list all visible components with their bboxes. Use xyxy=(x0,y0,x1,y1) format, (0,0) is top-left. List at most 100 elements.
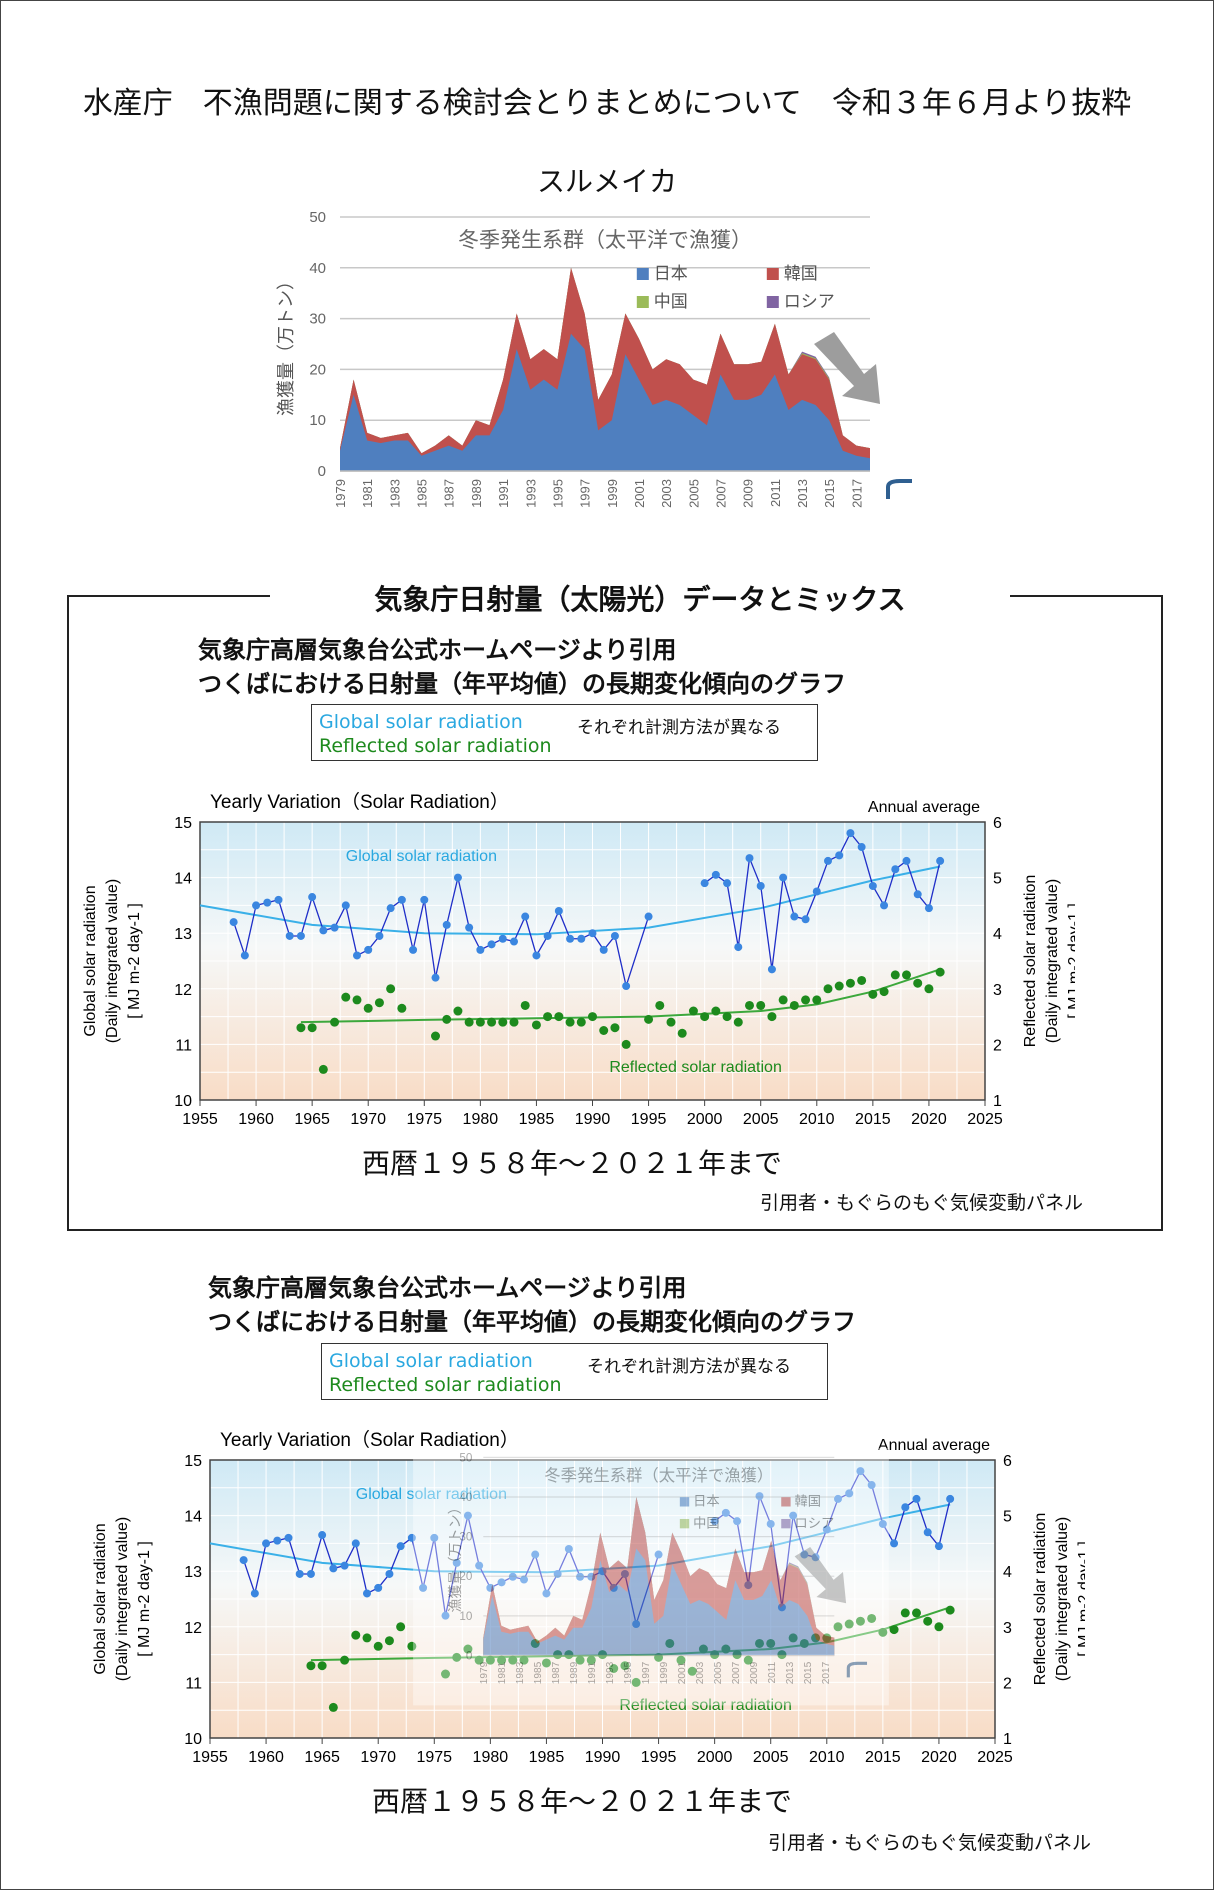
x-tick-label: 1955 xyxy=(182,1111,218,1128)
fish-y-tick-label: 40 xyxy=(459,1491,473,1504)
fish-x-tick-label: 2001 xyxy=(677,1661,688,1684)
corner-bracket-icon xyxy=(886,479,912,499)
global-data-point xyxy=(340,1561,349,1570)
y2-tick-label: 2 xyxy=(1003,1675,1012,1692)
reflected-data-point xyxy=(609,1664,619,1673)
global-series-line xyxy=(704,831,941,970)
y2-tick-label: 5 xyxy=(993,871,1002,888)
reflected-data-point xyxy=(913,978,923,988)
reflected-data-point xyxy=(397,1003,407,1013)
fish-y-tick-label: 10 xyxy=(459,1610,473,1623)
global-data-point xyxy=(711,870,720,879)
fish-x-tick-label: 1997 xyxy=(578,479,593,508)
legend-global: Global solar radiation xyxy=(319,711,523,733)
global-data-point xyxy=(891,865,900,874)
fish-legend-swatch xyxy=(679,1518,690,1529)
fish-chart-title: 冬季発生系群（太平洋で漁獲） xyxy=(544,1467,773,1485)
global-data-point xyxy=(767,965,776,974)
reflected-data-point xyxy=(362,1633,372,1643)
fish-x-tick-label: 1987 xyxy=(442,479,457,508)
global-data-point xyxy=(542,1589,551,1598)
reflected-data-point xyxy=(296,1023,306,1033)
reflected-data-point xyxy=(351,1630,361,1640)
fish-y-tick-label: 0 xyxy=(318,463,326,480)
global-data-point xyxy=(465,923,474,932)
fish-x-tick-label: 1979 xyxy=(479,1661,490,1684)
global-data-point xyxy=(733,1517,742,1526)
global-data-point xyxy=(409,945,418,954)
fish-legend-label: 日本 xyxy=(693,1494,720,1509)
global-data-point xyxy=(755,1492,764,1501)
global-data-point xyxy=(531,1550,540,1559)
global-data-point xyxy=(263,898,272,907)
x-tick-label: 1970 xyxy=(360,1749,396,1766)
reflected-series-label: Reflected solar radiation xyxy=(619,1697,792,1714)
annual-average-label: Annual average xyxy=(868,799,980,816)
y-tick-label: 14 xyxy=(184,1509,202,1526)
fish-y-axis-label: 漁獲量（万トン） xyxy=(447,1500,463,1612)
global-series-line xyxy=(714,1469,951,1608)
fish-y-tick-label: 20 xyxy=(459,1570,473,1583)
fish-x-tick-label: 1995 xyxy=(550,479,565,508)
mix-legend-box: Global solar radiation Reflected solar r… xyxy=(321,1343,828,1400)
global-data-point xyxy=(229,918,238,927)
section-title: 気象庁日射量（太陽光）データとミックス xyxy=(270,578,1010,618)
x-tick-label: 1960 xyxy=(238,1111,274,1128)
reflected-data-point xyxy=(902,970,911,980)
global-data-point xyxy=(554,906,563,915)
reflected-data-point xyxy=(318,1064,328,1074)
global-data-point xyxy=(745,854,754,863)
fish-x-tick-label: 1993 xyxy=(523,479,538,508)
global-data-point xyxy=(789,1511,798,1520)
y-tick-label: 13 xyxy=(184,1564,202,1581)
global-data-point xyxy=(452,1558,461,1567)
global-data-point xyxy=(912,1494,921,1503)
x-tick-label: 2000 xyxy=(687,1111,723,1128)
fish-area-日本 xyxy=(340,333,870,471)
global-data-point xyxy=(250,1589,259,1598)
chart-label: スルメイカ xyxy=(536,165,677,198)
global-data-point xyxy=(577,934,586,943)
y2-tick-label: 3 xyxy=(993,982,1002,999)
fish-legend-label: ロシア xyxy=(784,292,835,311)
fish-x-tick-label: 2011 xyxy=(767,1661,778,1683)
fish-x-tick-label: 2001 xyxy=(632,479,647,508)
mix-subtitle-line2: つくばにおける日射量（年平均値）の長期変化傾向のグラフ xyxy=(208,1308,856,1336)
reflected-data-point xyxy=(844,1619,854,1629)
global-data-point xyxy=(397,895,406,904)
x-tick-label: 2025 xyxy=(977,1749,1013,1766)
fish-x-tick-label: 2015 xyxy=(822,479,837,508)
reflected-data-point xyxy=(306,1661,316,1671)
global-data-point xyxy=(857,843,866,852)
y2-tick-label: 6 xyxy=(993,815,1002,832)
x-tick-label: 2015 xyxy=(865,1749,901,1766)
global-data-point xyxy=(252,901,261,910)
fish-chart-group: 0 10 20 30 40 50 1979 1981 1983 1985 1987 1989 1991 1… xyxy=(447,1451,868,1684)
reflected-data-point xyxy=(868,989,878,999)
reflected-data-point xyxy=(644,1014,654,1024)
global-data-point xyxy=(274,895,283,904)
fish-legend-label: ロシア xyxy=(794,1516,834,1531)
global-data-point xyxy=(330,923,339,932)
global-data-point xyxy=(453,873,462,882)
global-data-point xyxy=(520,1575,528,1584)
fish-x-tick-label: 1991 xyxy=(587,1661,598,1684)
fish-y-tick-label: 20 xyxy=(309,361,326,378)
reflected-data-point xyxy=(374,998,384,1008)
y2-axis-label-line: (Daily integrated value) xyxy=(1044,879,1061,1044)
reflected-data-point xyxy=(700,1012,710,1022)
reflected-data-point xyxy=(453,1006,463,1016)
reflected-data-point xyxy=(945,1605,955,1615)
x-tick-label: 1990 xyxy=(575,1111,611,1128)
reflected-data-point xyxy=(341,992,351,1002)
fish-x-tick-label: 1983 xyxy=(387,479,402,508)
fish-area-日本 xyxy=(483,1548,835,1656)
fish-x-tick-label: 2013 xyxy=(785,1661,796,1684)
global-data-point xyxy=(419,1583,428,1592)
legend-note: それぞれ計測方法が異なる xyxy=(577,718,781,738)
fish-legend-label: 日本 xyxy=(654,264,688,283)
reflected-data-point xyxy=(845,978,855,988)
decline-arrow-icon xyxy=(794,1547,847,1604)
reflected-data-point xyxy=(519,1655,529,1665)
y2-tick-label: 4 xyxy=(993,926,1002,943)
